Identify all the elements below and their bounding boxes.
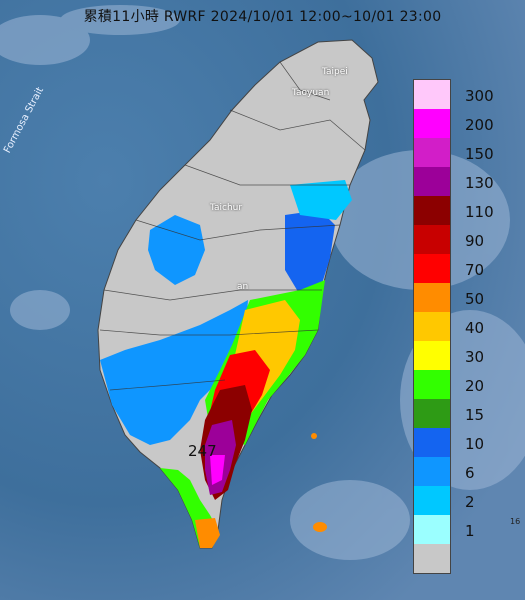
rain-zone-10mm-east [285, 210, 335, 295]
legend-tick-label: 15 [465, 406, 485, 424]
legend-swatch [414, 167, 450, 196]
rain-zone-6mm-north [148, 215, 205, 285]
rain-zone-2mm-west [100, 300, 248, 445]
place-label-taoyuan: Taoyuan [292, 88, 330, 98]
legend-tick-label: 150 [465, 145, 494, 163]
legend-swatch [414, 515, 450, 544]
legend-swatch [414, 225, 450, 254]
legend-tick-label: 10 [465, 435, 485, 453]
legend-tick-label: 20 [465, 377, 485, 395]
legend-tick-label: 70 [465, 261, 485, 279]
max-rainfall-label: 247 [188, 442, 217, 460]
legend-swatch [414, 138, 450, 167]
place-label-taichung: Taichur [210, 203, 243, 213]
legend-swatch [414, 341, 450, 370]
rain-zone-south-tip-orange [195, 518, 220, 548]
legend-swatch [414, 486, 450, 515]
place-label-nantou: an [237, 282, 249, 292]
legend-swatch [414, 80, 450, 109]
rain-zone-200mm [210, 455, 225, 485]
legend-swatch [414, 370, 450, 399]
corner-label: 16 [510, 517, 521, 526]
legend-tick-label: 2 [465, 493, 475, 511]
rainfall-legend [413, 79, 451, 574]
legend-tick-label: 50 [465, 290, 485, 308]
taiwan-island-outline [97, 39, 379, 549]
legend-tick-label: 110 [465, 203, 494, 221]
legend-tick-label: 1 [465, 522, 475, 540]
legend-tick-label: 90 [465, 232, 485, 250]
legend-tick-label: 300 [465, 87, 494, 105]
green-island [311, 433, 317, 439]
rain-zone-2mm-east [290, 180, 352, 220]
legend-tick-label: 6 [465, 464, 475, 482]
legend-swatch [414, 544, 450, 573]
legend-tick-label: 200 [465, 116, 494, 134]
legend-swatch [414, 428, 450, 457]
legend-swatch [414, 457, 450, 486]
legend-swatch [414, 399, 450, 428]
orchid-island [313, 522, 327, 532]
legend-tick-label: 40 [465, 319, 485, 337]
legend-swatch [414, 283, 450, 312]
legend-swatch [414, 196, 450, 225]
legend-swatch [414, 109, 450, 138]
legend-swatch [414, 312, 450, 341]
legend-tick-label: 130 [465, 174, 494, 192]
legend-swatch [414, 254, 450, 283]
place-label-taipei: Taipei [322, 67, 348, 77]
map-title: 累積11小時 RWRF 2024/10/01 12:00~10/01 23:00 [83, 9, 442, 25]
legend-tick-label: 30 [465, 348, 485, 366]
